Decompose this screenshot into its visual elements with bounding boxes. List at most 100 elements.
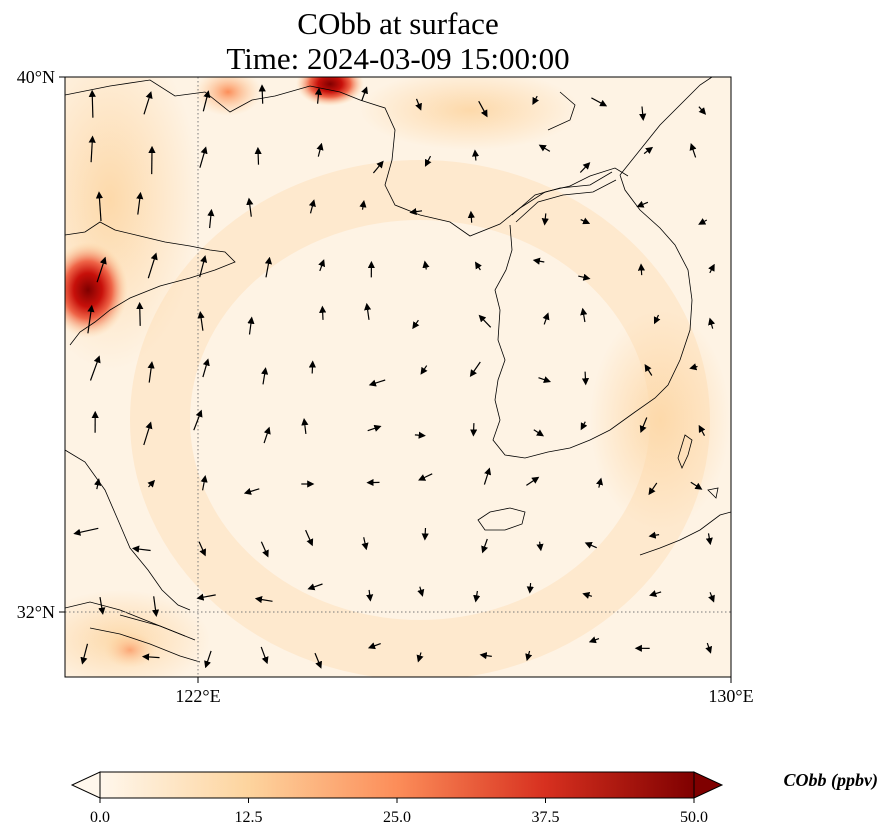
colorbar-tick-3: 37.5	[532, 809, 560, 826]
wind-arrow	[708, 592, 715, 603]
wind-arrow	[689, 142, 697, 158]
wind-arrow	[580, 421, 588, 431]
wind-arrow	[260, 646, 269, 665]
wind-arrow	[584, 542, 597, 549]
liaodong-hotspot	[194, 77, 262, 116]
wind-arrow	[471, 149, 480, 161]
wind-arrow	[422, 260, 430, 270]
wind-arrow	[409, 208, 423, 216]
wind-arrow	[596, 477, 604, 488]
colorbar-gradient	[99, 771, 695, 799]
wind-arrow	[538, 376, 552, 384]
wind-arrow	[207, 208, 215, 229]
wind-arrow	[94, 478, 102, 490]
wind-arrow	[698, 218, 708, 225]
wind-arrow	[415, 98, 422, 111]
map-frame	[64, 76, 732, 678]
wind-arrow	[141, 653, 160, 661]
wind-arrow	[698, 106, 707, 115]
wind-arrow	[246, 197, 254, 217]
wind-arrow	[88, 89, 96, 118]
wind-arrow	[361, 537, 369, 551]
wind-arrow	[361, 86, 368, 102]
wind-arrow	[261, 367, 269, 385]
wind-arrow	[469, 361, 481, 378]
wind-arrow	[580, 307, 588, 323]
wind-arrow	[648, 531, 660, 539]
wind-arrow	[147, 479, 156, 488]
wind-arrow	[314, 87, 323, 104]
wind-arrow	[416, 652, 424, 663]
wind-arrow	[708, 263, 715, 274]
wind-arrow	[479, 652, 492, 660]
wind-arrow	[533, 429, 545, 437]
wind-arrow	[653, 314, 661, 325]
wind-arrow	[151, 596, 160, 617]
wind-arrow	[147, 252, 158, 279]
wind-arrow	[319, 305, 327, 320]
wind-arrow	[198, 541, 207, 557]
wind-arrow	[316, 142, 324, 157]
wind-arrow	[637, 263, 646, 276]
map-gridlines	[65, 77, 731, 677]
wind-arrow	[424, 155, 432, 167]
wind-arrow	[698, 424, 706, 436]
wind-arrow	[147, 361, 155, 383]
north-coast-hotspot	[296, 77, 364, 106]
wind-arrow	[368, 379, 386, 387]
wind-arrow	[581, 371, 590, 386]
wind-arrow	[478, 314, 492, 328]
wind-arrow	[143, 421, 153, 446]
wind-arrow	[417, 586, 425, 597]
wind-arrow	[80, 643, 89, 665]
wind-arrow	[136, 301, 144, 326]
wind-arrow	[591, 97, 608, 107]
wind-arrow	[643, 146, 654, 155]
wind-arrow	[532, 95, 539, 105]
colorbar-extend-max	[693, 771, 724, 799]
wind-arrow	[644, 364, 653, 376]
wind-arrow	[690, 481, 703, 490]
cobb-field	[65, 77, 731, 677]
coastlines	[65, 77, 731, 663]
wind-arrow	[202, 358, 210, 378]
wind-arrow	[705, 642, 713, 654]
wind-arrow	[307, 583, 323, 591]
wind-arrow	[131, 545, 151, 553]
wind-arrow	[199, 255, 208, 278]
wind-arrow	[467, 210, 475, 223]
wind-arrow	[359, 200, 367, 210]
wind-arrows	[73, 84, 716, 669]
wind-arrow	[578, 273, 591, 281]
wind-arrow	[197, 311, 205, 331]
wind-arrow	[254, 596, 273, 604]
wind-arrow	[588, 636, 600, 644]
wind-arrow	[526, 583, 534, 594]
lon-tick-130e: 130°E	[708, 686, 753, 706]
wind-arrow	[366, 589, 374, 602]
wind-arrow	[263, 426, 271, 444]
wind-arrow	[414, 431, 426, 439]
wind-arrow	[200, 475, 208, 491]
wind-arrow	[532, 257, 545, 265]
colorbar-tick-0: 0.0	[90, 809, 110, 826]
wind-arrow	[538, 144, 551, 152]
wind-arrow	[88, 135, 96, 163]
wind-arrow	[254, 146, 262, 165]
wind-arrow	[636, 200, 649, 208]
jeju-island	[477, 507, 526, 531]
lon-tick-122e: 122°E	[175, 686, 220, 706]
wind-arrow	[301, 418, 309, 434]
wind-arrow	[473, 590, 481, 603]
wind-arrow	[305, 529, 314, 547]
wind-arrow	[483, 467, 492, 485]
lat-tick-32n: 32°N	[17, 602, 55, 622]
wind-arrow	[708, 317, 716, 329]
colorbar-label: CObb (ppbv)	[784, 770, 878, 791]
wind-arrow	[541, 213, 549, 226]
wind-arrow	[525, 650, 533, 662]
map-title-line2: Time: 2024-03-09 15:00:00	[226, 41, 570, 76]
wind-arrow	[318, 259, 326, 272]
wind-arrow	[196, 593, 216, 601]
